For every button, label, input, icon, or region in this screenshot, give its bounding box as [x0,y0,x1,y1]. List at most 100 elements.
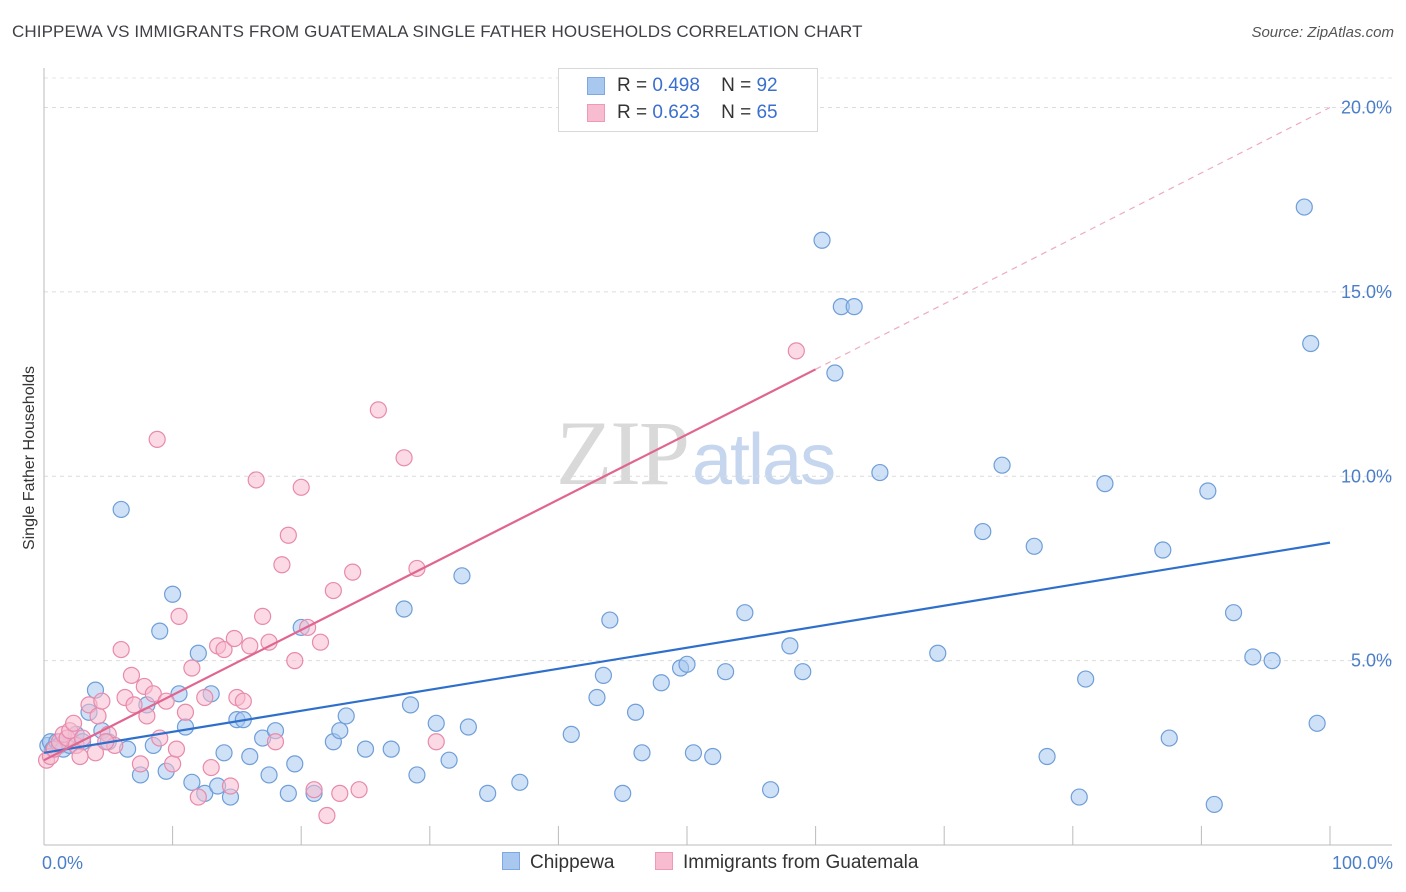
data-point [794,663,812,681]
r-value: 0.623 [652,102,700,123]
chart-title: CHIPPEWA VS IMMIGRANTS FROM GUATEMALA SI… [12,22,863,41]
data-point [974,522,992,541]
watermark-atlas: atlas [692,420,836,500]
stats-legend-text: R = 0.498 N = 92 [617,75,778,96]
data-point [382,740,400,758]
data-point [241,747,259,766]
data-point [164,755,182,773]
data-point [440,751,458,769]
data-point [164,585,182,603]
data-point [1070,788,1088,806]
data-point [395,600,413,618]
data-point [234,692,252,710]
data-point [614,784,632,802]
data-point [286,652,304,670]
data-point [144,685,162,703]
data-point [273,556,291,574]
data-point [112,640,130,659]
data-point [626,703,645,721]
series-chippewa [39,198,1326,814]
data-point [459,718,477,736]
data-point [813,231,831,249]
legend-label: Chippewa [530,852,615,873]
data-point [761,781,780,799]
data-point [331,722,349,740]
data-point [1295,198,1313,216]
y-tick-label: 20.0% [1341,98,1392,118]
data-point [845,298,863,316]
data-point [71,747,89,766]
data-point [1096,475,1114,493]
data-point [286,755,304,773]
data-point [311,633,330,651]
data-point [684,744,703,762]
y-tick-label: 15.0% [1341,282,1392,302]
data-point [266,733,285,751]
data-point [350,781,368,799]
data-point [1263,652,1281,670]
data-point [826,364,844,382]
y-tick-label: 10.0% [1341,466,1392,486]
data-point [1025,537,1043,555]
data-point [1308,714,1326,732]
n-value: 65 [756,102,778,123]
data-point [305,781,323,799]
data-point [408,766,426,784]
data-point [318,806,336,825]
y-tick-label: 5.0% [1351,651,1392,671]
axes [43,68,1392,846]
data-point [131,755,150,773]
data-point [929,644,947,662]
data-point [225,629,243,648]
data-point [369,401,387,419]
data-point [125,696,143,714]
legend-swatch-chippewa [587,77,605,95]
legend-swatch-guatemala [655,852,673,870]
data-point [202,758,220,777]
data-point [260,766,278,784]
data-point [196,688,214,707]
data-point [356,740,375,758]
data-point [337,707,355,725]
trend-line-chippewa [43,541,1331,754]
data-point [704,747,722,766]
source-label: Source: ZipAtlas.com [1251,24,1394,41]
watermark: ZIPatlas [556,400,836,506]
grid-lines [44,77,1392,662]
data-point [183,659,201,677]
data-point [871,463,889,482]
data-point [241,637,259,655]
legend-swatch-chippewa [502,852,520,870]
data-point [93,692,111,710]
data-point [64,714,83,732]
data-point [122,666,141,684]
data-point [176,703,195,721]
data-point [736,604,754,622]
data-point [1244,648,1262,666]
data-point [781,637,799,655]
stats-legend: R = 0.498 N = 92 R = 0.623 N = 65 [558,68,818,132]
legend-item-chippewa: Chippewa [502,852,615,874]
legend-label: Immigrants from Guatemala [683,852,919,873]
r-value: 0.498 [652,75,700,96]
data-point [1302,334,1320,353]
watermark-zip: ZIP [556,402,690,504]
data-point [215,640,233,659]
data-point [453,567,471,585]
tick-labels: 5.0% 10.0% 15.0% 20.0% 0.0% 100.0% [42,98,1393,874]
data-point [562,725,580,743]
data-point [151,622,169,640]
data-point [1077,670,1095,688]
n-value: 92 [756,75,778,96]
trend-line-guatemala [43,368,817,762]
legend-item-guatemala: Immigrants from Guatemala [655,852,918,874]
data-point [189,788,207,806]
stats-legend-text: R = 0.623 N = 65 [617,102,778,123]
legend-swatch-guatemala [587,104,605,122]
x-tick-label: 0.0% [42,853,83,873]
data-point [594,666,613,684]
data-point [601,611,619,629]
data-point [1154,541,1172,559]
trend-extension-guatemala [815,106,1331,370]
